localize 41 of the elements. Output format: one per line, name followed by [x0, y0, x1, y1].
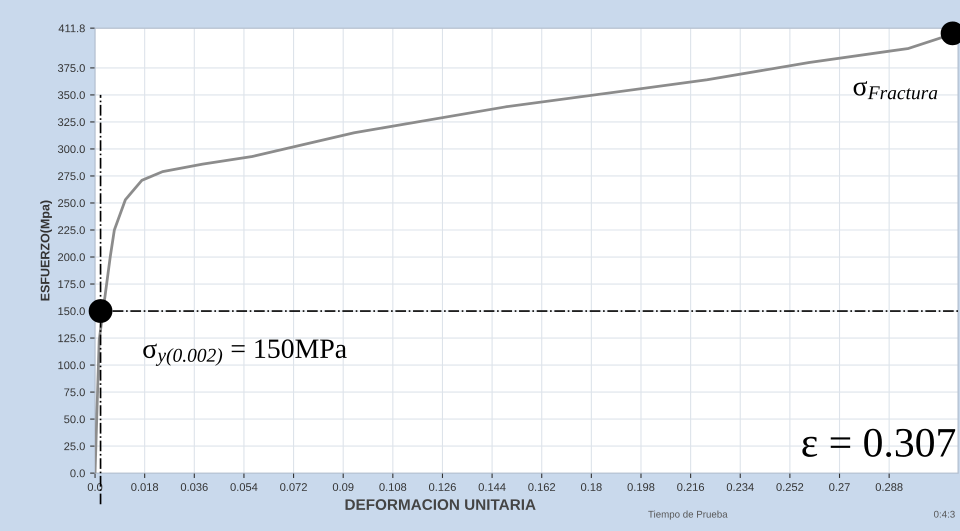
y-tick-label: 375.0 [58, 64, 85, 72]
y-tick-label: 250.0 [58, 199, 85, 208]
x-tick-label: 0.018 [131, 483, 158, 492]
text: Tiempo de Prueba [648, 510, 728, 520]
x-tick-label: 0.27 [829, 483, 850, 492]
x-tick-label: 0.288 [876, 483, 903, 492]
x-tick-label: 0.144 [478, 483, 506, 492]
y-tick-label: 300.0 [58, 145, 85, 154]
x-tick-label: 0.072 [280, 483, 307, 492]
x-tick-label: 0.09 [332, 483, 354, 492]
x-axis-title: DEFORMACION UNITARIA [346, 499, 536, 510]
text: 0:4:3 [934, 510, 955, 518]
y-tick-label: 25.0 [64, 442, 85, 450]
x-tick-label: 0.18 [580, 483, 602, 492]
x-tick-label: 0.036 [180, 483, 208, 492]
y-tick-label: 225.0 [58, 226, 85, 234]
y-tick-label: 100.0 [58, 361, 85, 370]
annotation: σ$_{y(0.002)}$ = 150MPa [143, 339, 347, 366]
y-tick-label: 350.0 [58, 91, 85, 100]
x-tick-label: 0.162 [528, 483, 556, 492]
y-tick-label: 200.0 [58, 253, 85, 262]
y-tick-label: 175.0 [58, 280, 85, 288]
y-axis-title: ESFUERZO(Mpa) [40, 200, 52, 300]
annotation: ε = 0.307 [802, 428, 956, 458]
y-tick-label: 411.8 [58, 24, 85, 32]
x-tick-label: 0.108 [379, 483, 406, 492]
x-tick-label: 0.252 [776, 483, 804, 492]
y-tick-label: 75.0 [64, 388, 85, 396]
x-tick-label: 0.216 [677, 483, 704, 492]
annotation: σ$_{Fractura}$ [854, 81, 938, 100]
y-tick-label: 275.0 [58, 172, 85, 180]
y-tick-label: 0.0 [70, 469, 85, 478]
y-tick-label: 325.0 [58, 118, 85, 126]
x-tick-label: 0.126 [428, 483, 456, 492]
x-tick-label: 0.054 [230, 483, 258, 492]
y-tick-label: 125.0 [58, 334, 85, 342]
x-tick-label: 0.0 [88, 483, 102, 492]
y-tick-label: 50.0 [64, 415, 85, 424]
y-tick-label: 150.0 [58, 307, 85, 316]
x-tick-label: 0.234 [726, 483, 754, 492]
x-tick-label: 0.198 [628, 483, 654, 492]
